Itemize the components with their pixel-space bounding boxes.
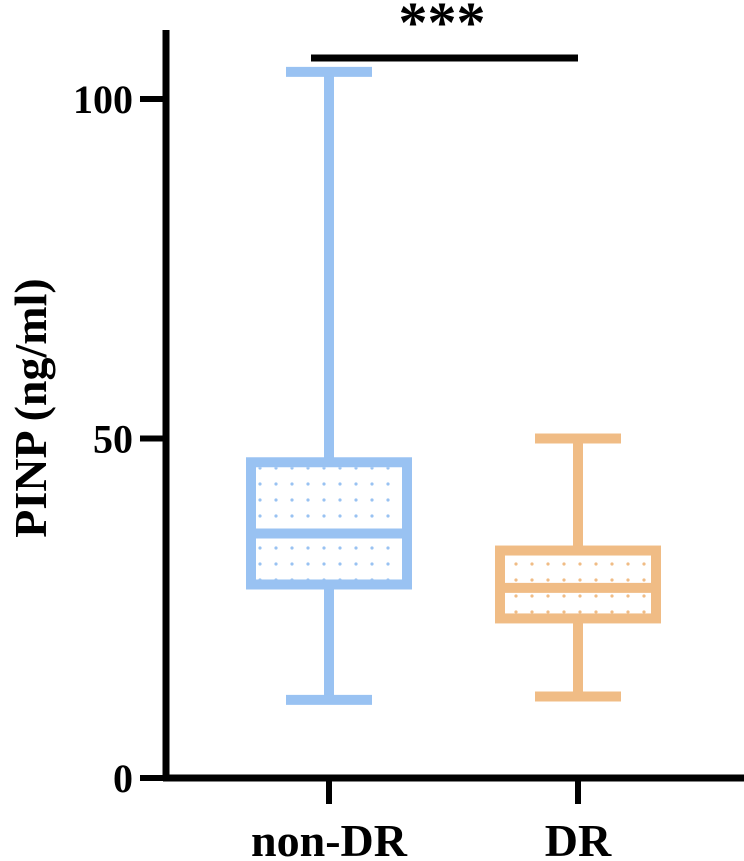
x-category-label: DR — [545, 815, 612, 861]
x-category-label: non-DR — [251, 815, 408, 861]
box-series-group — [246, 66, 661, 705]
axes-group — [162, 30, 744, 782]
y-axis-title: PINP (ng/ml) — [5, 278, 56, 537]
y-tick-label: 50 — [93, 417, 133, 462]
y-tick-label: 100 — [73, 77, 133, 122]
box-non-dr — [246, 66, 412, 705]
y-tick-label: 0 — [113, 756, 133, 801]
x-ticks-group: non-DR DR — [251, 778, 612, 861]
significance-group: *** — [311, 0, 578, 62]
box-dr — [495, 433, 661, 702]
y-ticks-group: 0 50 100 — [73, 77, 166, 801]
box-fill-non-dr — [256, 467, 402, 580]
significance-label: *** — [399, 0, 486, 55]
